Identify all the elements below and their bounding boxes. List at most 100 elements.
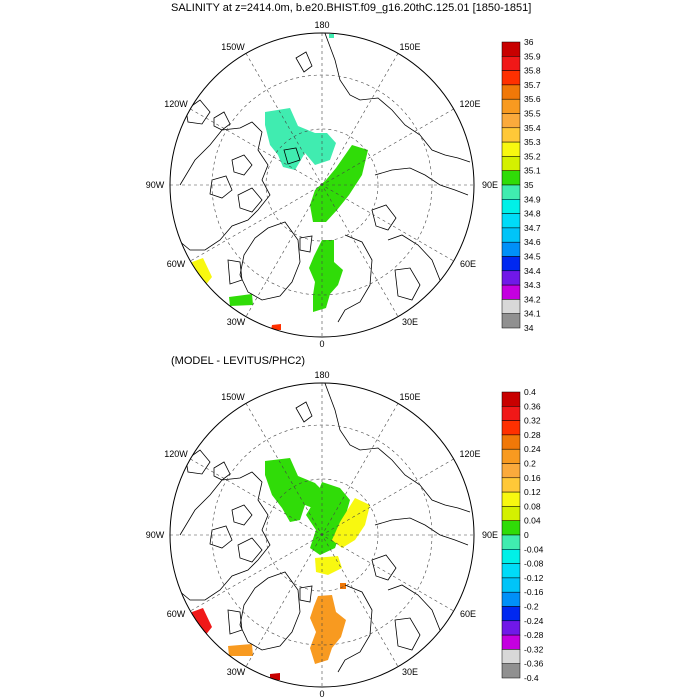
colorbar-swatch: [501, 199, 521, 214]
colorbar-swatch: [501, 506, 521, 521]
map-boundary: [169, 382, 475, 688]
colorbar-label: 35.5: [524, 109, 541, 119]
colorbar-swatch: [501, 299, 521, 314]
lon-label-120w: 120W: [164, 449, 188, 459]
lon-label-30e: 30E: [402, 317, 418, 327]
colorbar-swatch: [501, 41, 521, 57]
lon-label-60w: 60W: [167, 259, 186, 269]
colorbar-label: -0.2: [524, 602, 539, 612]
colorbar-label: -0.12: [524, 573, 544, 583]
colorbar-swatch: [501, 84, 521, 100]
colorbar-label: 34: [524, 323, 534, 333]
colorbar-label: -0.04: [524, 544, 544, 554]
colorbar-label: 34.8: [524, 209, 541, 219]
lon-label-120e: 120E: [459, 99, 480, 109]
lon-label-150w: 150W: [221, 392, 245, 402]
colorbar-label: 35.2: [524, 151, 541, 161]
colorbar-swatch: [501, 634, 521, 650]
colorbar-label: 0.32: [524, 416, 541, 426]
colorbar-label: -0.16: [524, 587, 544, 597]
panel2-title: (MODEL - LEVITUS/PHC2): [171, 355, 306, 367]
colorbar-swatch: [501, 577, 521, 593]
colorbar-swatch: [501, 98, 521, 114]
colorbar-swatch: [501, 520, 521, 536]
field-labrador-sea: [192, 258, 212, 287]
map-boundary: [169, 32, 475, 338]
field-greenland-south: [228, 644, 253, 656]
lon-label-150e: 150E: [399, 392, 420, 402]
panel1-map: 180 150W 150E 120W 120E 90W 90E 60W 60E …: [146, 20, 498, 349]
field-greenland-sea-edge: [271, 324, 281, 330]
field-greenland-sea-edge: [270, 673, 280, 680]
colorbar-label: -0.28: [524, 630, 544, 640]
colorbar-label: 0.12: [524, 487, 541, 497]
lon-label-90e: 90E: [482, 180, 498, 190]
colorbar-label: 34.9: [524, 194, 541, 204]
colorbar-swatch: [501, 391, 521, 407]
colorbar-label: 34.3: [524, 280, 541, 290]
colorbar-label: 35.9: [524, 51, 541, 61]
colorbar-label: -0.4: [524, 673, 539, 683]
colorbar-label: 35.3: [524, 137, 541, 147]
field-near-pole-dot: [329, 34, 334, 38]
colorbar-label: -0.32: [524, 644, 544, 654]
lon-label-30w: 30W: [227, 667, 246, 677]
colorbar-label: 35: [524, 180, 534, 190]
field-lomonosov-ridge: [306, 482, 350, 555]
colorbar-label: 36: [524, 37, 534, 47]
colorbar-swatch: [501, 434, 521, 450]
colorbar-swatch: [501, 241, 521, 257]
field-canada-basin: [265, 458, 322, 522]
colorbar-swatch: [501, 213, 521, 229]
colorbar-swatch: [501, 256, 521, 272]
colorbar-label: 35.7: [524, 80, 541, 90]
colorbar-swatch: [501, 606, 521, 622]
lon-label-30e: 30E: [402, 667, 418, 677]
colorbar-label: 34.5: [524, 252, 541, 262]
field-canada-basin: [265, 108, 336, 170]
field-pole-yellow: [315, 556, 342, 575]
colorbar-label: 0.24: [524, 444, 541, 454]
colorbar-swatch: [501, 463, 521, 479]
colorbar-swatch: [501, 549, 521, 564]
colorbar-swatch: [501, 406, 521, 421]
colorbar-label: 0: [524, 530, 529, 540]
lon-label-0: 0: [319, 689, 324, 699]
colorbar-swatch: [501, 141, 521, 157]
panel1-colorbar: 36 35.9 35.8 35.7 35.6 35.5 35.4 35.3 35.2 35.1 35…: [501, 37, 541, 333]
field-makarov-lomonosov: [310, 145, 368, 222]
colorbar-label: 0.04: [524, 516, 541, 526]
colorbar-label: 34.1: [524, 309, 541, 319]
lon-label-30w: 30W: [227, 317, 246, 327]
colorbar-label: 34.6: [524, 237, 541, 247]
colorbar-label: -0.24: [524, 616, 544, 626]
lon-label-180: 180: [314, 370, 329, 380]
colorbar-swatch: [501, 156, 521, 171]
colorbar-label: 34.7: [524, 223, 541, 233]
panel2-colorbar: 0.4 0.36 0.32 0.28 0.24 0.2 0.16 0.12 0.08 0.04 0 -…: [501, 387, 544, 683]
colorbar-label: 0.4: [524, 387, 536, 397]
panel1-title: SALINITY at z=2414.0m, b.e20.BHIST.f09_g…: [171, 2, 532, 14]
lon-label-90w: 90W: [146, 180, 165, 190]
field-near-pole-dot: [340, 583, 346, 589]
coastlines: [177, 33, 471, 323]
colorbar-swatch: [501, 313, 521, 329]
colorbar-swatch: [501, 620, 521, 636]
field-labrador-sea: [192, 608, 212, 637]
graticule: [170, 383, 474, 687]
colorbar-swatch: [501, 477, 521, 493]
lon-label-60w: 60W: [167, 609, 186, 619]
panel2-map: 180 150W 150E 120W 120E 90W 90E 60W 60E …: [146, 370, 498, 699]
colorbar-label: 34.2: [524, 294, 541, 304]
colorbar-swatch: [501, 270, 521, 286]
colorbar-swatch: [501, 284, 521, 300]
colorbar-swatch: [501, 227, 521, 243]
colorbar-label: 35.4: [524, 123, 541, 133]
lon-label-120e: 120E: [459, 449, 480, 459]
lon-label-180: 180: [314, 20, 329, 30]
colorbar-swatch: [501, 170, 521, 186]
lon-label-150w: 150W: [221, 42, 245, 52]
lon-label-60e: 60E: [460, 259, 476, 269]
field-eurasian-basin: [310, 595, 346, 664]
